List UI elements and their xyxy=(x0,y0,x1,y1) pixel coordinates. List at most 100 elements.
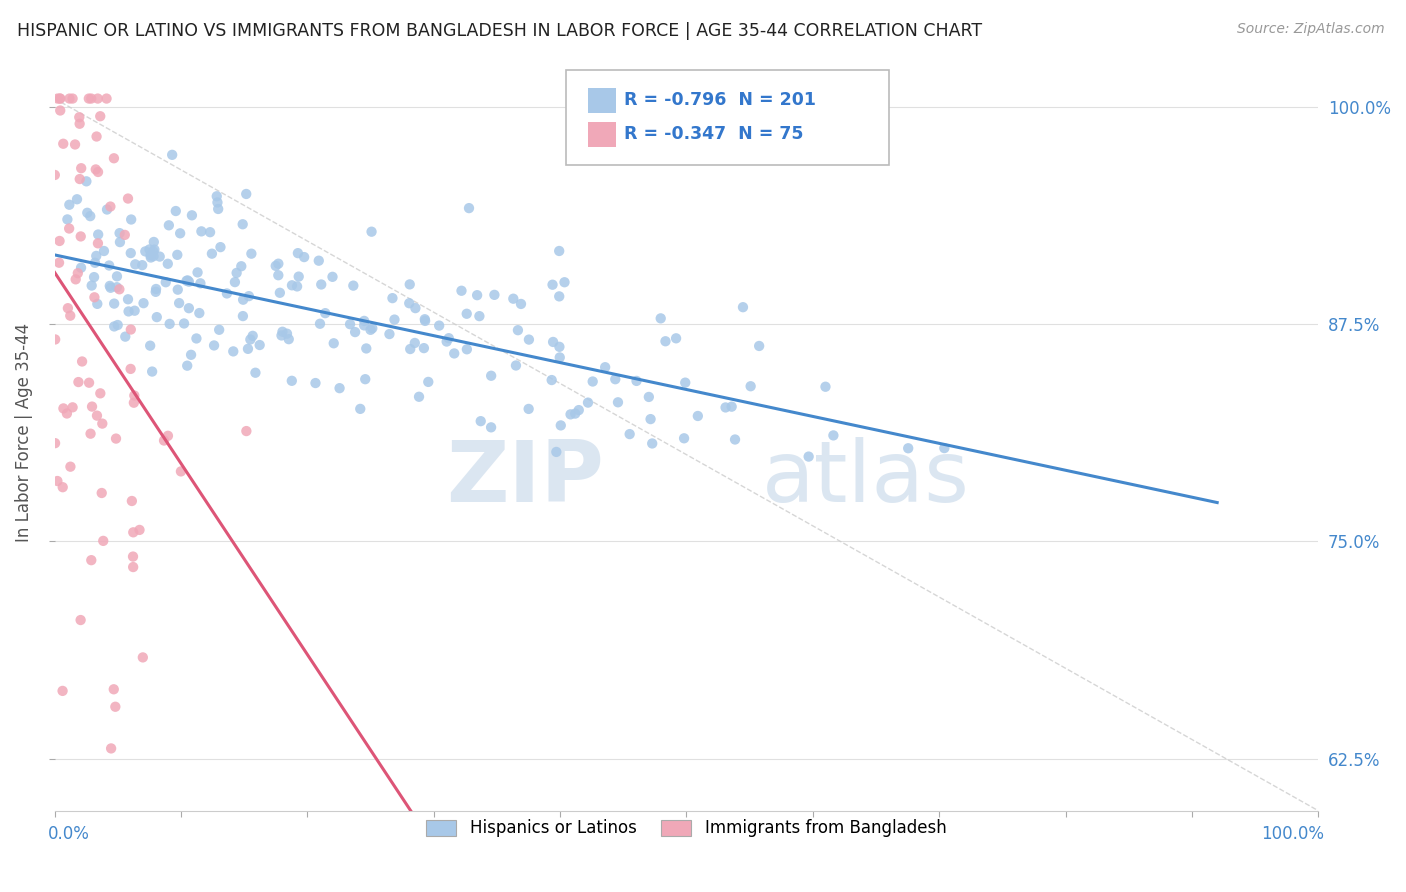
Point xyxy=(84,249,107,263)
Point xyxy=(641,436,664,450)
Point xyxy=(619,427,641,442)
Text: HISPANIC OR LATINO VS IMMIGRANTS FROM BANGLADESH IN LABOR FORCE | AGE 35-44 CORR: HISPANIC OR LATINO VS IMMIGRANTS FROM BA… xyxy=(17,22,981,40)
Point xyxy=(190,277,212,291)
Point xyxy=(510,297,533,311)
Point xyxy=(91,533,114,548)
Point xyxy=(114,227,136,242)
Point xyxy=(52,684,75,698)
Point xyxy=(465,288,488,302)
Point xyxy=(329,381,352,395)
Point xyxy=(814,380,837,394)
Point xyxy=(240,246,263,260)
Point xyxy=(176,359,198,373)
Text: 100.0%: 100.0% xyxy=(1261,824,1324,843)
Point xyxy=(276,326,298,341)
Point xyxy=(353,314,375,328)
Point xyxy=(236,342,259,356)
Point xyxy=(105,269,128,284)
Point xyxy=(132,650,155,665)
Point xyxy=(292,250,315,264)
Point xyxy=(49,91,72,105)
Legend: Hispanics or Latinos, Immigrants from Bangladesh: Hispanics or Latinos, Immigrants from Ba… xyxy=(419,813,953,844)
Point xyxy=(177,301,200,316)
Point xyxy=(165,204,187,219)
Point xyxy=(114,329,136,343)
Point xyxy=(398,296,420,310)
Point xyxy=(166,283,188,297)
Point xyxy=(145,282,167,296)
Point xyxy=(100,741,122,756)
Point xyxy=(360,225,382,239)
Point xyxy=(673,431,696,445)
Point xyxy=(103,682,125,697)
Point xyxy=(157,219,180,233)
Point xyxy=(205,189,228,203)
Point xyxy=(120,322,142,336)
Text: 0.0%: 0.0% xyxy=(48,824,90,843)
Point xyxy=(80,400,103,414)
Point xyxy=(139,339,162,353)
Point xyxy=(568,403,591,417)
Point xyxy=(98,279,121,293)
Text: Source: ZipAtlas.com: Source: ZipAtlas.com xyxy=(1237,22,1385,37)
Point xyxy=(505,359,527,373)
FancyBboxPatch shape xyxy=(588,121,616,146)
Point xyxy=(67,110,90,124)
Point xyxy=(249,338,271,352)
Point xyxy=(103,296,125,310)
Point xyxy=(399,342,422,356)
Point xyxy=(458,201,481,215)
Point xyxy=(108,226,131,240)
Text: ZIP: ZIP xyxy=(447,437,605,520)
Point xyxy=(207,202,229,216)
Point xyxy=(714,401,737,415)
Point xyxy=(731,300,754,314)
Point xyxy=(69,117,91,131)
Point xyxy=(269,285,291,300)
Point xyxy=(124,257,146,271)
Point xyxy=(80,91,103,105)
Point xyxy=(176,274,198,288)
Point xyxy=(52,480,75,494)
Point xyxy=(173,317,195,331)
Point xyxy=(823,428,845,442)
Point xyxy=(450,284,472,298)
Point xyxy=(607,395,630,409)
Point xyxy=(117,304,139,318)
Point xyxy=(548,289,571,303)
Point xyxy=(89,386,111,401)
Point xyxy=(582,375,605,389)
FancyBboxPatch shape xyxy=(588,88,616,113)
Point xyxy=(58,221,80,235)
Point xyxy=(48,234,70,248)
Point xyxy=(224,275,246,289)
Point xyxy=(139,251,162,265)
Point xyxy=(122,549,145,564)
Point xyxy=(270,328,292,343)
Point xyxy=(360,323,382,337)
Point xyxy=(108,282,131,296)
Point xyxy=(138,243,160,257)
Point xyxy=(90,486,112,500)
Point xyxy=(70,354,93,368)
Point xyxy=(190,224,212,238)
Point xyxy=(267,257,290,271)
Point xyxy=(120,246,142,260)
Point xyxy=(83,270,105,285)
Point xyxy=(540,373,562,387)
Point xyxy=(44,333,66,347)
Point xyxy=(142,249,165,263)
Point xyxy=(105,432,128,446)
Point xyxy=(232,217,254,231)
Point xyxy=(720,400,742,414)
Point xyxy=(149,250,172,264)
Point xyxy=(413,312,436,326)
Point xyxy=(381,291,404,305)
Point xyxy=(548,351,571,365)
Point xyxy=(470,414,492,428)
Point xyxy=(145,285,167,299)
Point xyxy=(80,278,103,293)
Point xyxy=(546,445,568,459)
Point xyxy=(103,319,125,334)
Point xyxy=(215,286,238,301)
